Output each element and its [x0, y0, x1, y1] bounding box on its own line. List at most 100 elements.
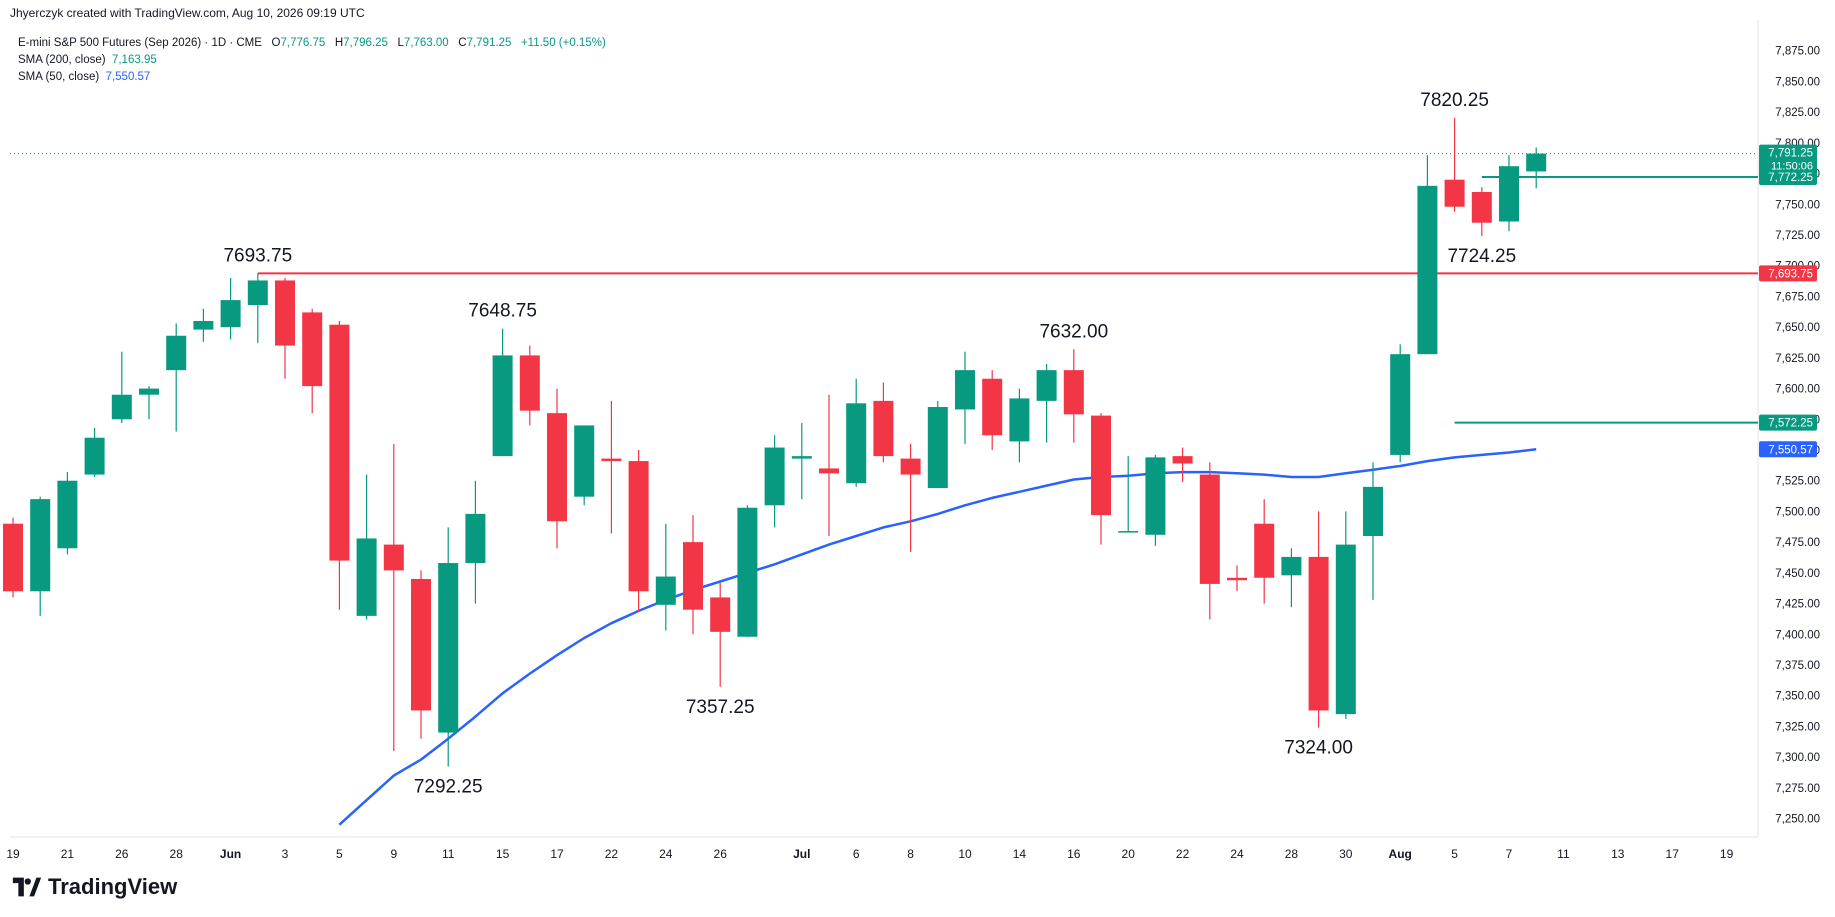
current-price-tag-bg	[1759, 441, 1817, 458]
candle-body	[927, 407, 948, 489]
x-tick-label: 28	[1285, 847, 1299, 861]
candle	[411, 570, 431, 739]
candle-body	[1227, 577, 1247, 581]
candle	[1363, 462, 1383, 600]
candle	[1281, 548, 1302, 608]
candle-body	[1145, 457, 1166, 535]
candle-body	[84, 437, 105, 475]
candle	[982, 370, 1003, 450]
y-tick-label: 7,725.00	[1775, 230, 1820, 242]
level-price-tag-label: 7,693.75	[1768, 268, 1813, 280]
x-tick-label: 19	[6, 847, 20, 861]
price-annotation: 7820.25	[1420, 90, 1489, 111]
candle-body	[1009, 398, 1030, 442]
candle	[1172, 447, 1193, 482]
x-tick-label: 17	[550, 847, 564, 861]
candle-body	[492, 355, 513, 457]
candle-body	[30, 499, 51, 592]
candle	[900, 443, 921, 552]
candle	[1009, 388, 1030, 463]
high-value: 7,796.25	[343, 37, 388, 49]
candle	[329, 321, 350, 610]
candle-body	[411, 579, 431, 711]
x-tick-label: 26	[714, 847, 728, 861]
x-axis: 19 21 26 28 Jun 3 5 9 11 15 17 22 24 26 Jul 6 8 10 14 16 20 2…	[6, 847, 1733, 861]
candle	[547, 388, 567, 549]
candle-body	[846, 403, 867, 484]
candle-body	[1172, 456, 1193, 464]
candle-body	[955, 370, 975, 410]
candle-body	[1417, 185, 1438, 355]
x-tick-label: 24	[1230, 847, 1244, 861]
candle-body	[111, 394, 132, 420]
tradingview-logo[interactable]: TradingView	[12, 874, 177, 900]
candle	[1227, 565, 1247, 592]
price-annotation: 7357.25	[686, 697, 755, 718]
price-annotation: 7693.75	[223, 245, 292, 266]
x-tick-label: 30	[1339, 847, 1353, 861]
low-value: 7,763.00	[403, 37, 449, 49]
candle	[601, 400, 622, 534]
candle-body	[220, 300, 241, 328]
y-tick-label: 7,600.00	[1775, 384, 1820, 396]
candle-body	[574, 425, 595, 497]
candle	[438, 527, 459, 767]
change-value: +11.50 (+0.15%)	[520, 37, 606, 49]
candle-body	[57, 480, 78, 549]
x-tick-label: 13	[1611, 847, 1625, 861]
x-tick-label: Jul	[793, 847, 810, 861]
y-tick-label: 7,325.00	[1775, 721, 1820, 733]
x-tick-label: 15	[496, 847, 510, 861]
chart-legend: E-mini S&P 500 Futures (Sep 2026) · 1D ·…	[18, 35, 606, 86]
y-tick-label: 7,350.00	[1775, 691, 1820, 703]
x-tick-label: 26	[115, 847, 129, 861]
candle	[927, 400, 948, 489]
brand-name: TradingView	[48, 874, 178, 899]
candle	[84, 427, 105, 478]
price-annotation: 7292.25	[414, 777, 483, 798]
price-tags: 7,693.75 7,772.25 7,572.25 7,791.2511:50:06…	[1759, 144, 1817, 458]
candle-body	[438, 563, 459, 733]
sma200-legend-row[interactable]: SMA (200, close) 7,163.95	[18, 52, 606, 69]
candle	[873, 382, 894, 463]
candle	[764, 435, 785, 528]
candle-body	[1036, 370, 1057, 401]
current-price-tag-label: 7,550.57	[1768, 444, 1813, 456]
y-tick-label: 7,875.00	[1775, 46, 1820, 58]
candle-body	[166, 335, 187, 371]
candle-body	[900, 458, 921, 475]
symbol-ohlc-row[interactable]: E-mini S&P 500 Futures (Sep 2026) · 1D ·…	[18, 35, 606, 52]
candle-body	[1335, 544, 1356, 715]
candle	[1444, 117, 1465, 212]
level-lines	[257, 175, 1758, 424]
candle-body	[1281, 556, 1302, 576]
candle	[492, 328, 513, 457]
sma50-line	[338, 448, 1537, 826]
candle-body	[193, 321, 214, 330]
x-tick-label: 11	[442, 847, 455, 861]
candle	[574, 425, 595, 506]
x-tick-label: 5	[1451, 847, 1458, 861]
y-tick-label: 7,375.00	[1775, 660, 1820, 672]
y-tick-label: 7,625.00	[1775, 353, 1820, 365]
sma50-legend-row[interactable]: SMA (50, close) 7,550.57	[18, 69, 606, 86]
candle	[1036, 364, 1057, 443]
tradingview-logo-icon	[12, 877, 42, 897]
candle	[846, 378, 867, 487]
candle-body	[356, 538, 377, 616]
candle	[683, 515, 703, 635]
candle	[220, 278, 241, 340]
candle-body	[819, 468, 839, 474]
level-price-tag-label: 7,772.25	[1768, 172, 1813, 184]
x-tick-label: 8	[907, 847, 914, 861]
candle	[193, 308, 214, 342]
candle	[356, 474, 377, 620]
y-tick-label: 7,850.00	[1775, 76, 1820, 88]
y-tick-label: 7,650.00	[1775, 322, 1820, 334]
candle-body	[139, 388, 159, 395]
candle-body	[1199, 474, 1220, 584]
candle-body	[710, 597, 731, 632]
y-tick-label: 7,525.00	[1775, 476, 1820, 488]
candle	[57, 472, 78, 555]
